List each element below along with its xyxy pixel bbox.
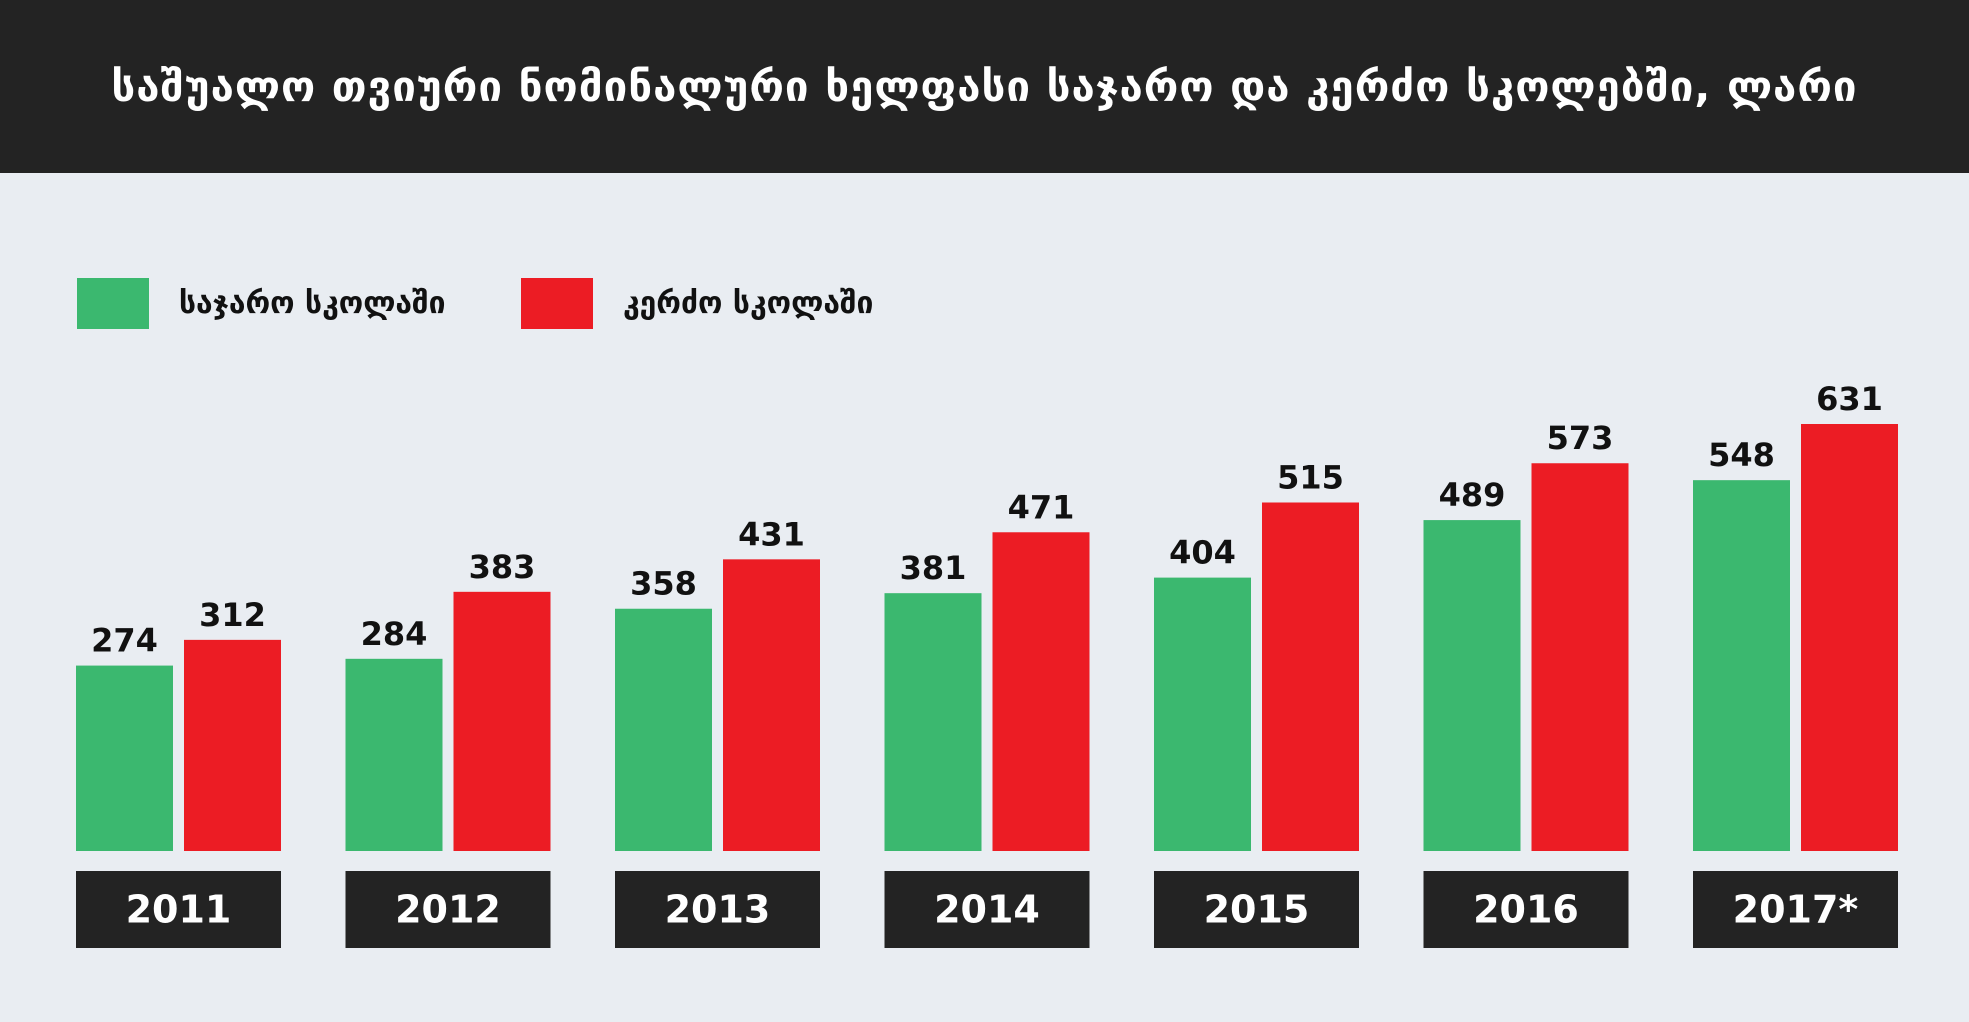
value-label-private-2012: 383: [469, 548, 536, 586]
bar-private-2015: [1262, 502, 1359, 851]
bar-public-2014: [884, 593, 982, 851]
value-label-public-2017: 548: [1708, 436, 1775, 474]
bar-private-2017: [1801, 424, 1898, 851]
legend-label-private: კერძო სკოლაში: [623, 286, 874, 321]
year-box-2013: [615, 871, 820, 948]
value-label-private-2015: 515: [1277, 458, 1344, 496]
bar-private-2014: [992, 532, 1090, 851]
title-bar: საშუალო თვიური ნომინალური ხელფასი საჯარო…: [0, 0, 1969, 173]
value-label-private-2013: 431: [738, 515, 805, 553]
value-label-public-2015: 404: [1169, 534, 1236, 572]
value-label-public-2012: 284: [361, 615, 428, 653]
year-label-2012: 2012: [395, 888, 501, 932]
legend-label-public: საჯარო სკოლაში: [179, 286, 446, 321]
bar-private-2011: [184, 639, 281, 851]
value-label-public-2016: 489: [1439, 476, 1506, 514]
bar-private-2013: [723, 559, 820, 851]
year-box-2012: [345, 871, 551, 948]
chart-title: საშუალო თვიური ნომინალური ხელფასი საჯარო…: [111, 62, 1858, 111]
year-label-2015: 2015: [1204, 888, 1310, 932]
bar-public-2011: [76, 665, 173, 851]
bar-public-2016: [1423, 520, 1521, 851]
value-label-public-2011: 274: [91, 622, 158, 660]
legend-swatch-public: [77, 278, 149, 329]
bar-public-2012: [345, 658, 443, 851]
year-box-2015: [1154, 871, 1359, 948]
year-label-2014: 2014: [934, 888, 1040, 932]
legend-item-public: საჯარო სკოლაში: [77, 278, 446, 329]
year-label-2013: 2013: [665, 888, 771, 932]
year-label-2017: 2017*: [1733, 888, 1859, 932]
bar-public-2015: [1154, 577, 1251, 851]
year-box-2017: [1693, 871, 1898, 948]
legend-swatch-private: [521, 278, 593, 329]
year-box-2016: [1423, 871, 1629, 948]
value-label-private-2011: 312: [199, 596, 266, 634]
year-box-2011: [76, 871, 281, 948]
value-label-public-2014: 381: [900, 549, 967, 587]
bar-public-2017: [1693, 480, 1790, 851]
value-label-private-2016: 573: [1547, 419, 1614, 457]
value-label-private-2017: 631: [1816, 380, 1883, 418]
bar-public-2013: [615, 608, 712, 851]
legend-item-private: კერძო სკოლაში: [521, 278, 873, 329]
year-label-2011: 2011: [126, 888, 232, 932]
year-label-2016: 2016: [1473, 888, 1579, 932]
year-box-2014: [884, 871, 1090, 948]
value-label-public-2013: 358: [630, 565, 697, 603]
value-label-private-2014: 471: [1008, 488, 1075, 526]
bar-private-2016: [1531, 463, 1629, 851]
bar-private-2012: [453, 591, 551, 851]
